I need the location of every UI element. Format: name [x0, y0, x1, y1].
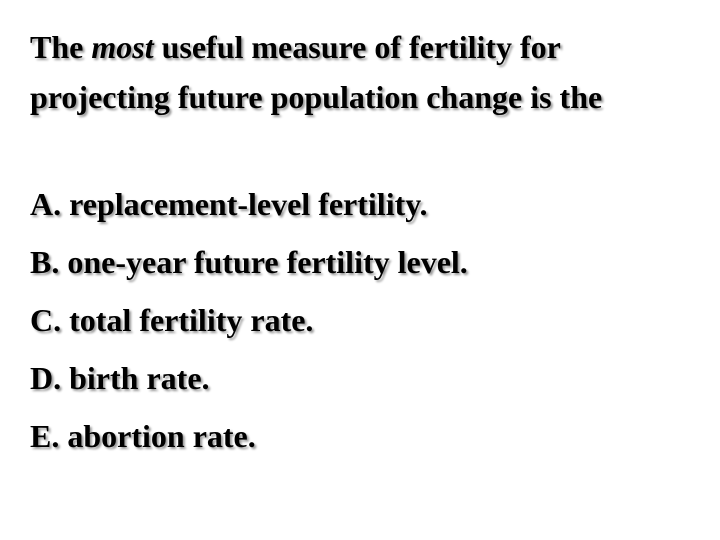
option: B. one-year future fertility level. — [30, 244, 468, 280]
question: The most useful measure of fertility for… — [30, 22, 705, 122]
question-emphasis: most — [91, 29, 154, 65]
question-rest: useful measure of fertility for projecti… — [30, 29, 603, 115]
options: A. replacement-level fertility. B. one-ye… — [30, 175, 705, 465]
question-lead: The — [30, 29, 84, 65]
option: A. replacement-level fertility. — [30, 186, 428, 222]
option: C. total fertility rate. — [30, 302, 314, 338]
option: D. birth rate. — [30, 360, 210, 396]
option: E. abortion rate. — [30, 418, 256, 454]
